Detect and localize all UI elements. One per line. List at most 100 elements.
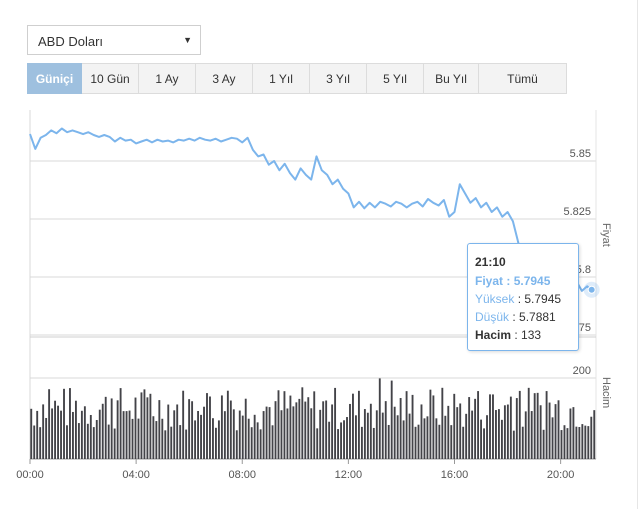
volume-bar <box>220 395 223 459</box>
volume-bar <box>125 411 128 459</box>
volume-bar <box>489 394 491 459</box>
volume-bar <box>298 398 301 459</box>
volume-bar <box>229 400 232 459</box>
volume-bar <box>578 427 581 459</box>
x-tick-label: 08:00 <box>228 469 256 481</box>
price-line <box>29 127 593 297</box>
volume-bar <box>277 390 280 459</box>
volume-bar <box>328 421 331 459</box>
volume-bar <box>340 422 342 459</box>
volume-bar <box>295 402 298 459</box>
tooltip-low-value: 5.7881 <box>519 310 556 324</box>
volume-bar <box>497 409 500 459</box>
volume-bar <box>289 395 292 459</box>
volume-bar <box>238 410 241 459</box>
volume-bars <box>30 378 596 459</box>
volume-bar <box>399 398 402 459</box>
volume-bar <box>176 404 179 459</box>
volume-bar <box>217 420 220 459</box>
volume-bar <box>206 393 208 459</box>
volume-bar <box>104 396 107 459</box>
volume-bar <box>474 398 477 459</box>
tab-1-month[interactable]: 1 Ay <box>139 63 196 94</box>
tooltip-low-row: Düşük : 5.7881 <box>475 310 556 324</box>
volume-bar <box>247 418 250 459</box>
volume-bar <box>92 427 95 459</box>
volume-bar <box>134 397 137 459</box>
volume-bar <box>557 400 560 459</box>
volume-bar <box>387 424 390 459</box>
volume-bar <box>587 426 590 459</box>
tooltip-time: 21:10 <box>475 255 506 269</box>
volume-bar <box>271 425 274 459</box>
volume-bar <box>280 410 283 459</box>
volume-bar <box>77 423 80 459</box>
volume-bar <box>468 397 471 459</box>
range-tabs: Güniçi 10 Gün 1 Ay 3 Ay 1 Yıl 3 Yıl 5 Yı… <box>27 63 567 94</box>
volume-bar <box>51 408 54 459</box>
volume-bar <box>310 408 313 459</box>
tab-3-years[interactable]: 3 Yıl <box>310 63 367 94</box>
volume-bar <box>456 407 459 459</box>
volume-bar <box>542 429 545 459</box>
volume-bar <box>116 400 119 459</box>
volume-bar <box>352 393 354 459</box>
volume-bar <box>369 403 372 459</box>
volume-bar <box>390 380 393 459</box>
volume-bar <box>471 410 474 459</box>
volume-bar <box>292 406 295 459</box>
tooltip-high-value: 5.7945 <box>524 292 562 306</box>
volume-bar <box>146 397 149 459</box>
price-tick-label: 5.825 <box>563 206 591 218</box>
volume-bar <box>80 410 83 459</box>
volume-bar <box>447 405 450 459</box>
volume-bar <box>128 410 131 459</box>
tab-1-year[interactable]: 1 Yıl <box>253 63 310 94</box>
volume-bar <box>197 410 199 459</box>
volume-bar <box>417 424 420 459</box>
volume-bar <box>83 406 86 459</box>
volume-bar <box>375 410 378 459</box>
volume-bar <box>182 390 185 459</box>
tab-all[interactable]: Tümü <box>479 63 567 94</box>
volume-bar <box>214 427 217 459</box>
volume-bar <box>423 418 426 459</box>
volume-bar <box>122 411 125 459</box>
volume-bar <box>480 419 482 459</box>
volume-bar <box>107 424 110 459</box>
volume-bar <box>325 400 328 459</box>
volume-bar <box>548 402 551 459</box>
tab-5-years[interactable]: 5 Yıl <box>367 63 424 94</box>
tab-3-months[interactable]: 3 Ay <box>196 63 253 94</box>
volume-bar <box>518 390 521 459</box>
tab-intraday[interactable]: Güniçi <box>27 63 82 94</box>
volume-bar <box>286 408 289 459</box>
volume-bar <box>569 408 572 459</box>
volume-bar <box>101 403 104 459</box>
hover-marker <box>587 285 596 294</box>
volume-bar <box>500 419 503 459</box>
volume-bar <box>200 414 202 459</box>
currency-select[interactable]: ABD Doları ▼ <box>27 25 201 55</box>
volume-bar <box>36 410 39 459</box>
volume-bar <box>378 378 381 459</box>
volume-bar <box>89 414 92 459</box>
tab-10-days[interactable]: 10 Gün <box>82 63 139 94</box>
price-tick-label: 5.85 <box>570 148 591 160</box>
volume-tick-label: 200 <box>573 365 591 377</box>
volume-bar <box>506 404 509 459</box>
volume-bar <box>110 398 113 459</box>
volume-bar <box>411 394 414 459</box>
volume-bar <box>414 426 417 459</box>
x-tick-label: 04:00 <box>122 469 150 481</box>
volume-bar <box>384 401 387 459</box>
volume-bar <box>262 411 265 459</box>
volume-bar <box>435 418 438 459</box>
volume-bar <box>69 388 71 459</box>
volume-bar <box>593 410 596 459</box>
tooltip-volume-value: 133 <box>521 328 542 342</box>
tooltip-price-row: Fiyat : 5.7945 <box>475 274 551 288</box>
tab-this-year[interactable]: Bu Yıl <box>424 63 479 94</box>
volume-bar <box>119 388 122 459</box>
volume-bar <box>363 409 366 459</box>
